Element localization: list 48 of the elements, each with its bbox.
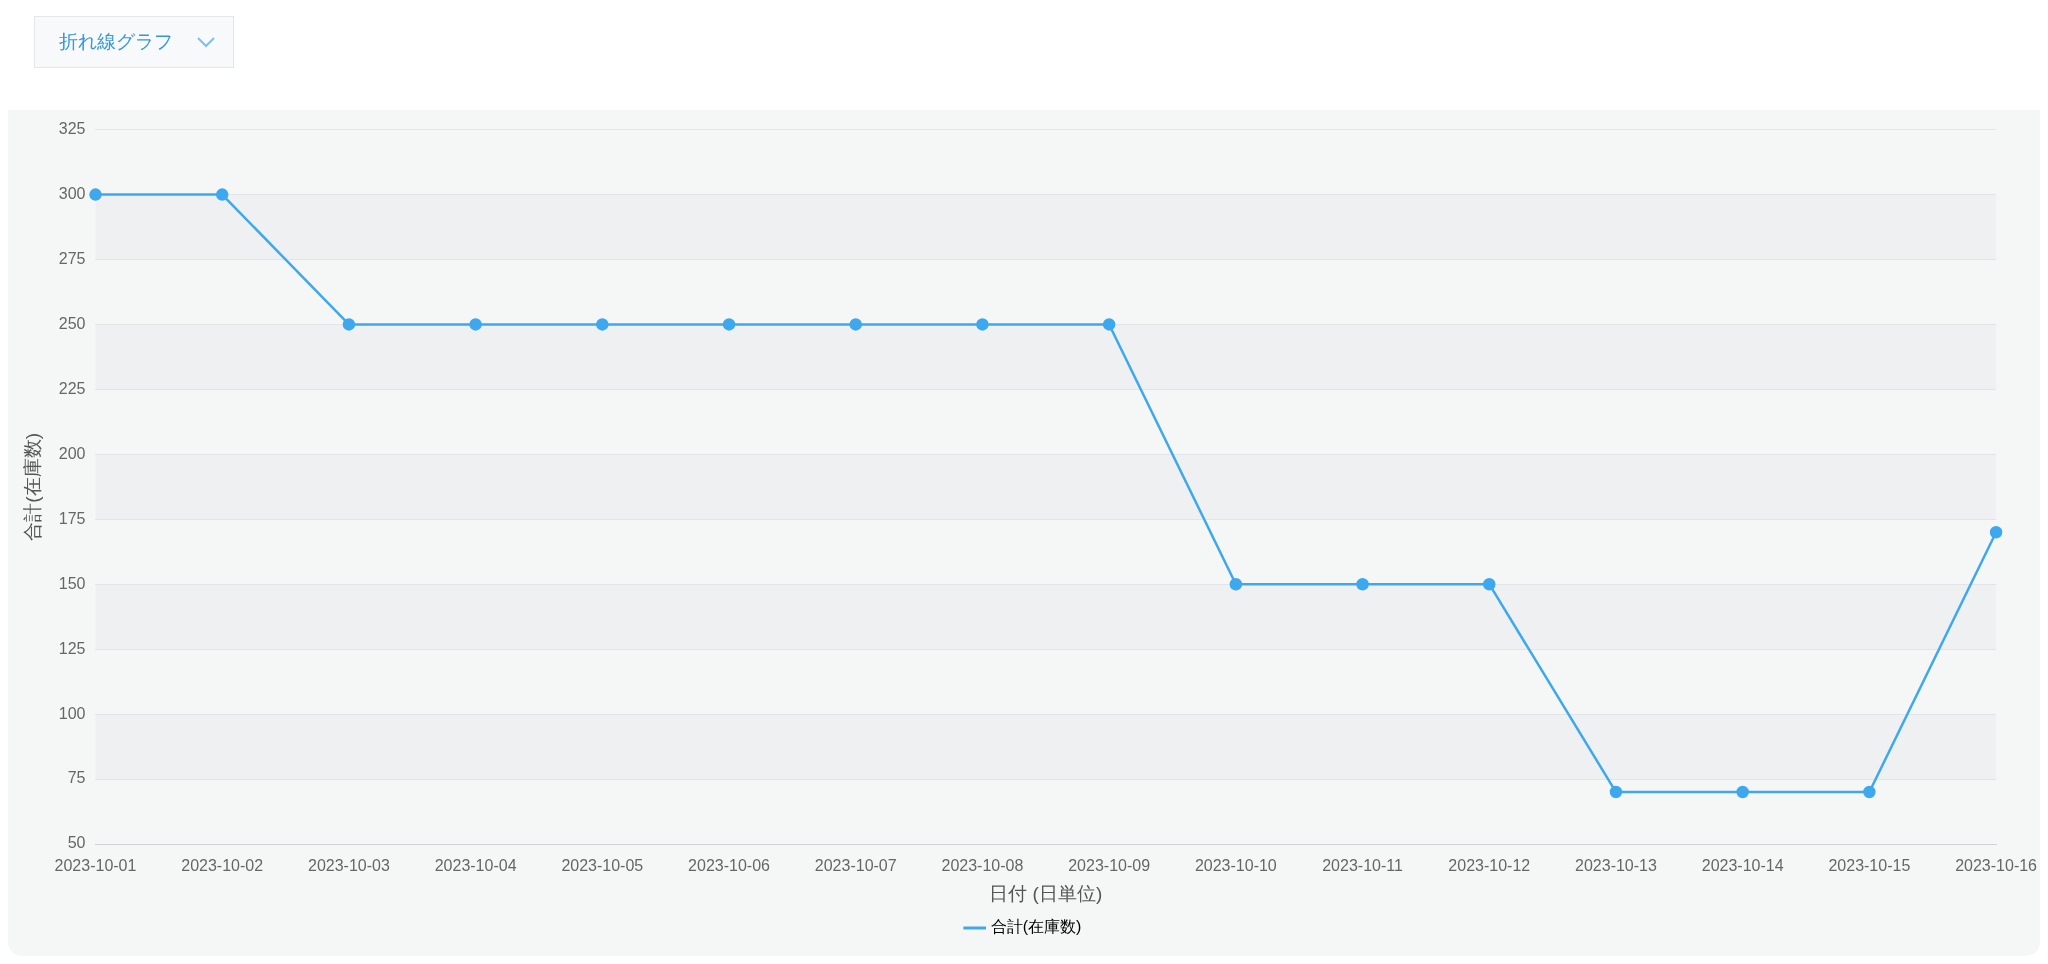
point bbox=[1736, 785, 1749, 799]
x-tick-label: 2023-10-15 bbox=[1828, 857, 1911, 875]
point bbox=[1102, 318, 1116, 331]
y-tick-label: 300 bbox=[58, 184, 86, 202]
y-tick-label: 250 bbox=[58, 314, 86, 332]
x-tick-label: 2023-10-11 bbox=[1322, 857, 1403, 875]
legend-label: 合計(在庫数) bbox=[990, 918, 1082, 936]
point bbox=[1229, 577, 1243, 591]
y-tick-label: 325 bbox=[58, 120, 86, 138]
x-axis-title: 日付 (日単位) bbox=[989, 882, 1103, 904]
point bbox=[596, 318, 609, 331]
y-tick-label: 50 bbox=[67, 834, 86, 852]
point bbox=[849, 318, 862, 331]
x-tick-label: 2023-10-12 bbox=[1448, 857, 1531, 875]
y-tick-label: 175 bbox=[58, 509, 86, 527]
y-tick-label: 100 bbox=[58, 704, 86, 722]
point bbox=[469, 318, 482, 331]
y-tick-label: 125 bbox=[58, 639, 86, 657]
point bbox=[1989, 526, 2003, 539]
y-tick-label: 225 bbox=[58, 379, 86, 397]
x-tick-label: 2023-10-16 bbox=[1955, 857, 2038, 875]
x-tick-label: 2023-10-05 bbox=[561, 857, 644, 875]
point bbox=[215, 188, 229, 201]
x-tick-label: 2023-10-02 bbox=[181, 857, 264, 875]
y-tick-label: 150 bbox=[58, 574, 86, 592]
x-tick-label: 2023-10-13 bbox=[1575, 857, 1657, 875]
point bbox=[1863, 785, 1876, 799]
point bbox=[1356, 577, 1369, 591]
x-tick-label: 2023-10-06 bbox=[688, 857, 771, 875]
y-tick-label: 200 bbox=[58, 444, 86, 462]
y-axis-title: 合計(在庫数) bbox=[21, 432, 43, 541]
x-tick-label: 2023-10-14 bbox=[1701, 857, 1784, 875]
x-tick-label: 2023-10-10 bbox=[1194, 857, 1277, 875]
x-tick-label: 2023-10-07 bbox=[814, 857, 897, 875]
point bbox=[342, 318, 356, 331]
x-tick-label: 2023-10-04 bbox=[434, 857, 517, 875]
x-tick-label: 2023-10-08 bbox=[941, 857, 1024, 875]
point bbox=[976, 318, 989, 331]
y-tick-label: 275 bbox=[58, 249, 86, 267]
x-tick-label: 2023-10-01 bbox=[54, 857, 137, 875]
y-tick-label: 75 bbox=[67, 769, 86, 787]
chart-type-dropdown: 折れ線グラフ bbox=[34, 16, 234, 68]
x-tick-label: 2023-10-09 bbox=[1068, 857, 1151, 875]
x-tick-label: 2023-10-03 bbox=[307, 857, 390, 875]
point bbox=[89, 188, 102, 201]
point bbox=[722, 318, 736, 331]
point bbox=[1609, 785, 1623, 799]
point bbox=[1483, 577, 1496, 591]
